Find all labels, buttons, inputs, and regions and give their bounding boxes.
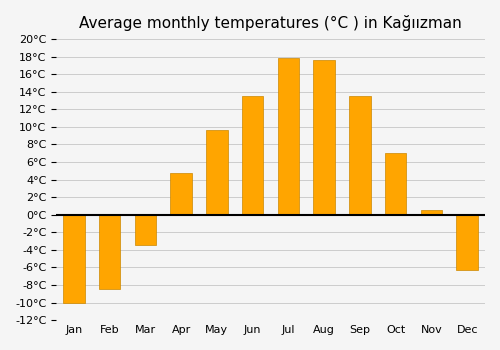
- Bar: [63, 215, 84, 302]
- Bar: [314, 60, 335, 215]
- Bar: [420, 210, 442, 215]
- Bar: [242, 96, 264, 215]
- Bar: [99, 215, 120, 289]
- Bar: [456, 215, 478, 270]
- Bar: [170, 174, 192, 215]
- Bar: [385, 153, 406, 215]
- Bar: [278, 58, 299, 215]
- Bar: [206, 130, 228, 215]
- Bar: [134, 215, 156, 245]
- Bar: [349, 96, 370, 215]
- Title: Average monthly temperatures (°C ) in Kağıızman: Average monthly temperatures (°C ) in Ka…: [79, 15, 462, 31]
